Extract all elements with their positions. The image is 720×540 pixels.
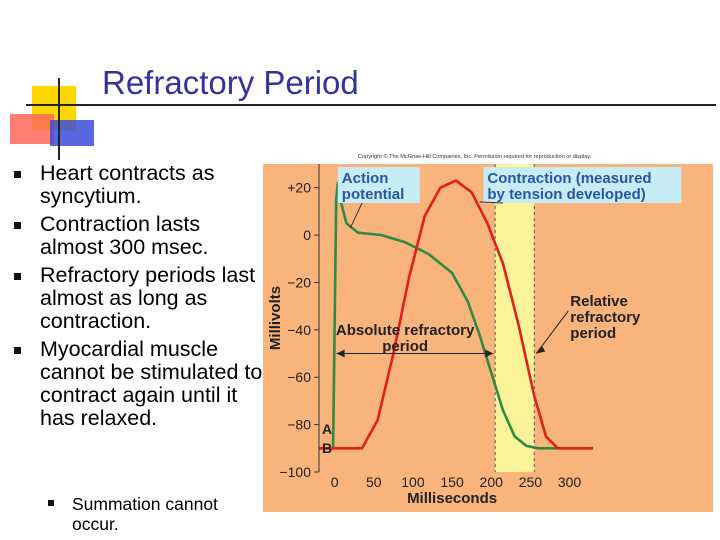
bullet-text: Contraction lasts almost 300 msec. xyxy=(40,212,209,259)
relative-refractory-band xyxy=(495,164,535,472)
relative-refractory-text: refractory xyxy=(570,309,641,326)
decor-blue-square xyxy=(50,120,94,146)
y-tick-label: −60 xyxy=(287,369,311,385)
x-axis: 0 50 100 150 200 250 300 xyxy=(331,474,582,490)
arrow-right-head xyxy=(485,349,494,358)
x-axis-label: Milliseconds xyxy=(407,490,497,507)
bullet-item: Myocardial muscle cannot be stimulated t… xyxy=(14,338,264,430)
action-potential-label-box xyxy=(337,167,420,203)
y-axis-label: Millivolts xyxy=(267,286,284,350)
contraction-label-box xyxy=(483,167,682,203)
relative-refractory-text: period xyxy=(570,325,616,342)
bullet-square-icon xyxy=(48,500,54,506)
y-tick-label: −80 xyxy=(287,417,311,433)
relative-refractory-pointer xyxy=(535,310,569,354)
x-tick-label: 100 xyxy=(401,474,425,490)
decor-vertical-line xyxy=(58,78,60,160)
marker-a: A xyxy=(322,421,332,437)
action-potential-pointer xyxy=(349,202,363,229)
bullet-text: Refractory periods last almost as long a… xyxy=(40,263,256,333)
bullet-item: Heart contracts as syncytium. xyxy=(14,162,264,208)
bullet-item: Contraction lasts almost 300 msec. xyxy=(14,213,264,259)
plot-background xyxy=(263,164,713,512)
x-tick-label: 150 xyxy=(440,474,464,490)
decor-horizontal-line xyxy=(26,104,716,106)
contraction-label-text: by tension developed) xyxy=(487,186,645,203)
bullet-item: Refractory periods last almost as long a… xyxy=(14,264,264,333)
bullet-text: Myocardial muscle cannot be stimulated t… xyxy=(40,337,263,430)
refractory-chart: Copyright © The McGraw-Hill Companies, I… xyxy=(263,150,713,520)
action-potential-label-text: Action xyxy=(342,170,389,187)
sub-bullet-list: Summation cannot occur. xyxy=(48,494,258,534)
arrow-left-head xyxy=(336,349,345,358)
sub-bullet-item: Summation cannot occur. xyxy=(48,494,258,534)
x-tick-label: 250 xyxy=(519,474,543,490)
sub-bullet-text: Summation cannot occur. xyxy=(72,494,218,534)
bullet-list: Heart contracts as syncytium. Contractio… xyxy=(14,162,264,435)
slide-title: Refractory Period xyxy=(102,64,359,101)
marker-b: B xyxy=(322,440,332,456)
x-tick-label: 50 xyxy=(366,474,382,490)
decor-red-square xyxy=(10,114,54,144)
relative-refractory-text: Relative xyxy=(570,293,628,310)
contraction-pointer xyxy=(479,201,503,204)
y-tick-label: +20 xyxy=(287,180,311,196)
x-tick-label: 200 xyxy=(480,474,504,490)
contraction-line xyxy=(319,179,593,450)
contraction-label-text: Contraction (measured xyxy=(487,170,651,187)
y-tick-label: −20 xyxy=(287,274,311,290)
bullet-square-icon xyxy=(14,273,21,280)
y-tick-label: 0 xyxy=(303,227,311,243)
plot-area xyxy=(263,164,713,512)
y-tick-label: −100 xyxy=(279,464,311,480)
bullet-square-icon xyxy=(14,171,21,178)
x-tick-label: 300 xyxy=(558,474,582,490)
copyright-text: Copyright © The McGraw-Hill Companies, I… xyxy=(358,153,592,160)
x-tick-label: 0 xyxy=(331,474,339,490)
absolute-refractory-text: period xyxy=(382,338,428,355)
bullet-text: Heart contracts as syncytium. xyxy=(40,161,215,208)
absolute-refractory-text: Absolute refractory xyxy=(336,322,475,339)
action-potential-label-text: potential xyxy=(342,186,405,203)
chart-svg: Copyright © The McGraw-Hill Companies, I… xyxy=(263,153,713,512)
bullet-square-icon xyxy=(14,347,21,354)
bullet-square-icon xyxy=(14,222,21,229)
y-tick-label: −40 xyxy=(287,322,311,338)
y-axis: +20 0 −20 −40 −60 −80 −100 xyxy=(279,164,320,480)
relative-arrow-head xyxy=(536,346,546,354)
